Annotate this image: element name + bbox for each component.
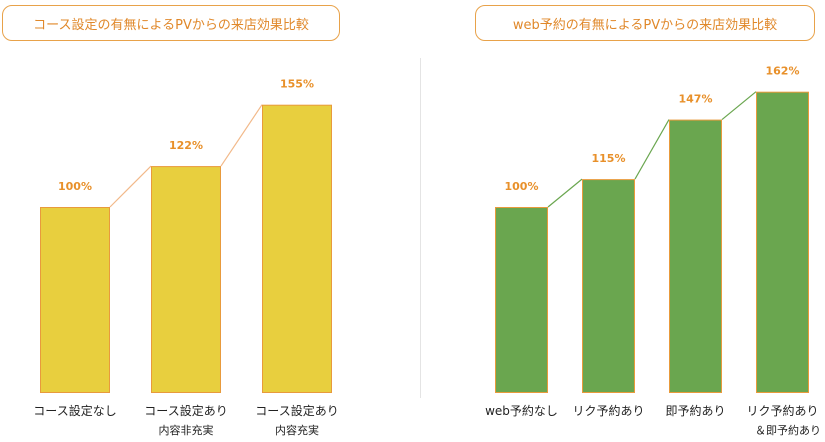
right-value-label-4: 162% [766,65,800,78]
right-connector-3 [721,91,757,121]
chart-divider [420,58,421,398]
left-value-label-2: 122% [169,139,203,152]
left-chart-title: コース設定の有無によるPVからの来店効果比較 [2,5,340,41]
right-category-label-4-line2: ＆即予約あり [755,423,821,437]
right-connector-2 [634,119,670,180]
left-category-label-3: コース設定あり [255,403,338,418]
left-category-label-1: コース設定なし [33,403,116,418]
left-value-label-3: 155% [280,78,314,91]
right-category-label-1: web予約なし [485,403,558,418]
left-bar-3 [262,104,332,393]
right-value-label-2: 115% [592,152,626,165]
right-category-label-3: 即予約あり [665,403,725,418]
left-bar-2 [151,166,221,393]
right-connector-1 [547,178,583,208]
right-category-label-2: リク予約あり [572,403,644,418]
left-value-label-1: 100% [58,180,92,193]
right-category-label-4: リク予約あり [746,403,818,418]
right-bar-2 [582,179,635,393]
right-chart-title: web予約の有無によるPVからの来店効果比較 [475,5,815,41]
left-bar-1 [40,207,110,393]
right-bar-4 [756,91,809,394]
right-value-label-1: 100% [505,180,539,193]
left-category-label-2-line2: 内容非充実 [159,423,214,437]
left-connector-2 [220,104,263,167]
left-category-label-2: コース設定あり [144,403,227,418]
right-value-label-3: 147% [679,93,713,106]
right-bar-1 [495,207,548,393]
left-connector-1 [109,165,152,208]
left-category-label-3-line2: 内容充実 [275,423,319,437]
right-bar-3 [669,119,722,394]
